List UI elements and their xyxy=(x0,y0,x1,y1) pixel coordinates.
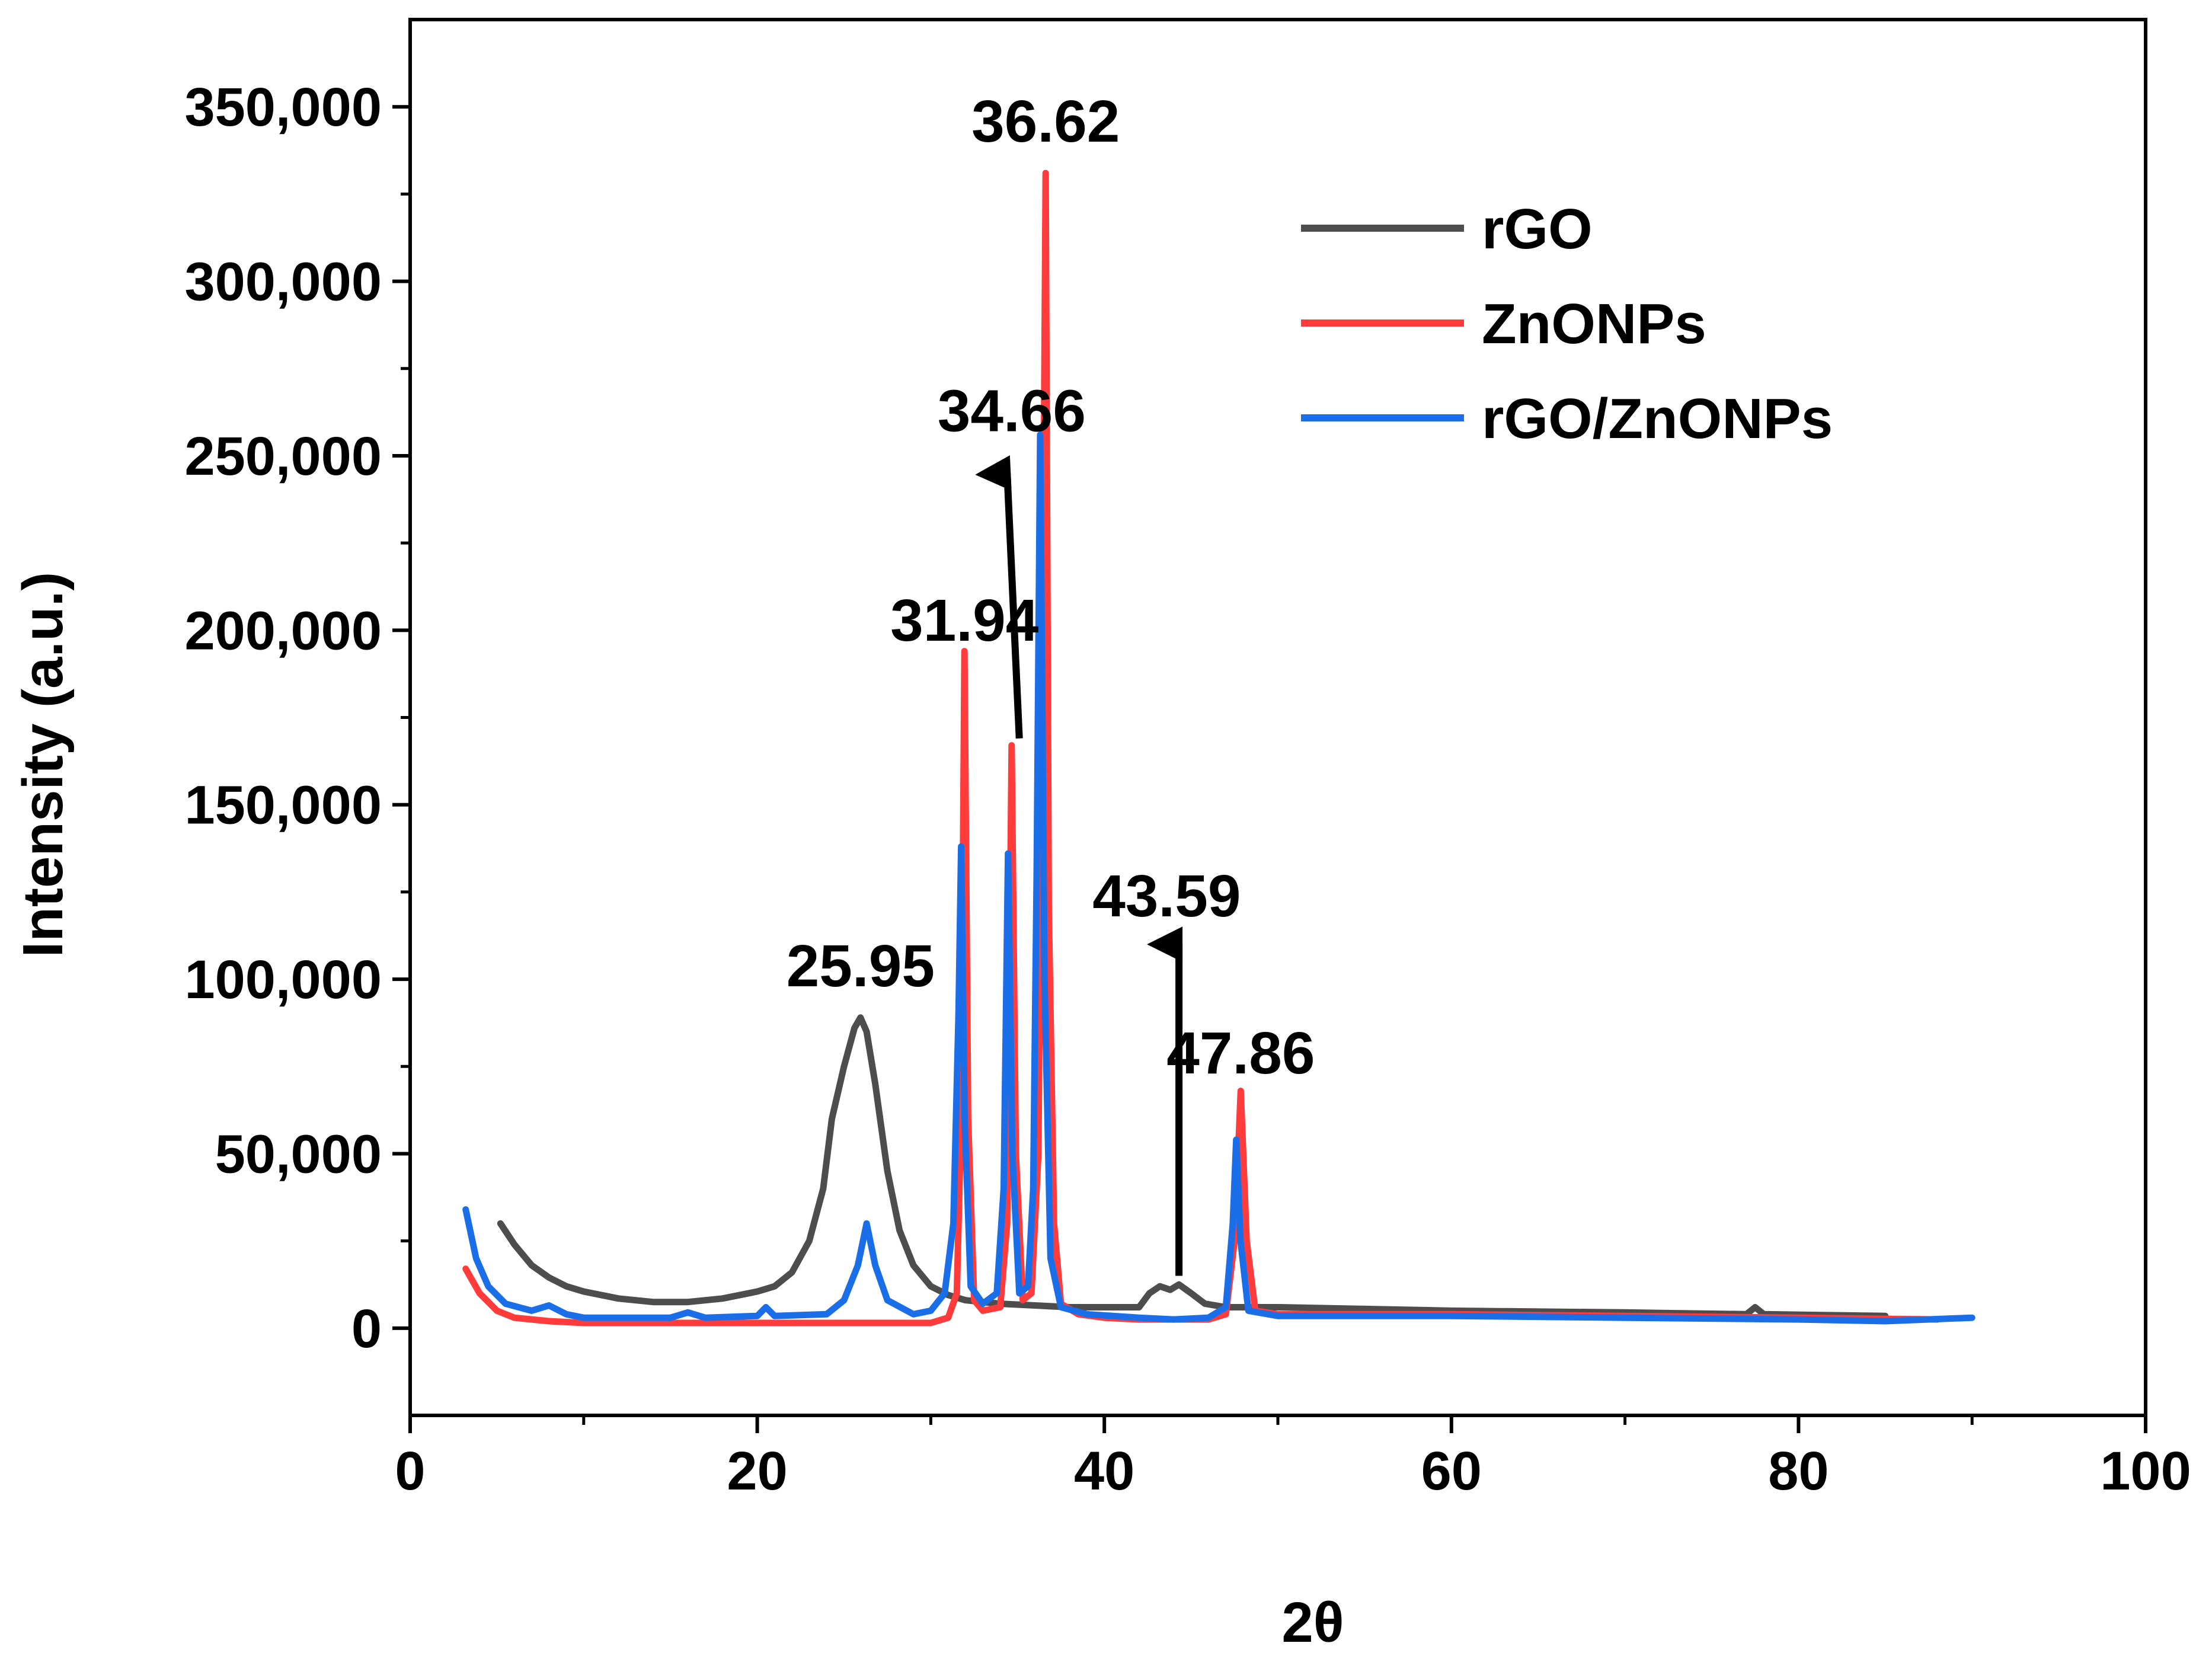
series-layer xyxy=(462,170,1976,1326)
x-tick-label: 20 xyxy=(727,1441,787,1501)
x-tick-label: 40 xyxy=(1074,1441,1134,1501)
peak-label: 43.59 xyxy=(1092,863,1241,929)
peak-label: 36.62 xyxy=(971,88,1120,155)
x-tick-label: 80 xyxy=(1768,1441,1829,1501)
x-tick-label: 60 xyxy=(1421,1441,1482,1501)
peak-label: 34.66 xyxy=(938,378,1086,445)
series-line-znonps xyxy=(462,170,1941,1326)
y-tick-label: 300,000 xyxy=(184,252,382,312)
axes: 0 20 40 60 80 100 0 50,000 100,000 150,000 200,000… xyxy=(184,18,2191,1501)
y-tick-label: 200,000 xyxy=(184,600,382,661)
y-tick-label: 350,000 xyxy=(184,77,382,138)
y-tick-label: 0 xyxy=(351,1299,382,1359)
y-axis-title: Intensity (a.u.) xyxy=(11,572,75,958)
legend-label: rGO xyxy=(1482,197,1593,261)
axis-labels: 2θ Intensity (a.u.) xyxy=(11,572,1344,1654)
x-axis-title: 2θ xyxy=(1281,1591,1344,1654)
series-line-rgo-znonps xyxy=(462,431,1976,1325)
x-tick-label: 100 xyxy=(2100,1441,2191,1501)
legend-label: ZnONPs xyxy=(1482,292,1706,356)
plot-frame xyxy=(408,18,2147,1417)
y-tick-label: 50,000 xyxy=(215,1124,382,1184)
y-tick-label: 250,000 xyxy=(184,426,382,487)
peak-label: 25.95 xyxy=(787,933,935,999)
y-tick-label: 150,000 xyxy=(184,775,382,836)
peak-label: 47.86 xyxy=(1166,1020,1315,1086)
peak-arrow xyxy=(975,455,1023,739)
x-tick-label: 0 xyxy=(395,1441,425,1501)
legend-label: rGO/ZnONPs xyxy=(1482,387,1833,450)
series-line-rgo xyxy=(497,1014,1889,1319)
legend: rGO ZnONPs rGO/ZnONPs xyxy=(1301,197,1833,450)
y-tick-label: 100,000 xyxy=(184,950,382,1010)
